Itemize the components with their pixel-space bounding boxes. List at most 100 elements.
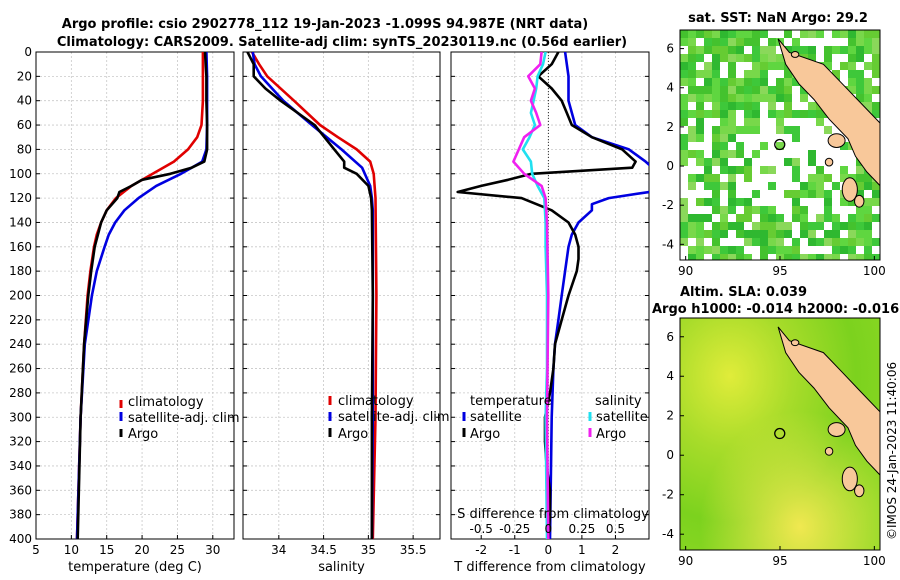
map-x-tick-label: 95 <box>772 554 787 568</box>
sst-cell <box>720 230 728 238</box>
sst-cell <box>856 238 864 246</box>
sst-cell <box>872 238 880 246</box>
sst-cell <box>752 38 760 46</box>
sst-cell <box>776 78 784 86</box>
sst-cell <box>688 222 696 230</box>
map-y-tick-label: -4 <box>662 527 674 541</box>
sst-cell <box>760 62 768 70</box>
sst-cell <box>744 238 752 246</box>
legend-label-climatology: climatology <box>128 395 204 410</box>
sst-cell <box>696 54 704 62</box>
sst-cell <box>848 70 856 78</box>
sst-cell <box>848 214 856 222</box>
sst-cell <box>752 222 760 230</box>
sst-cell <box>792 110 800 118</box>
sst-cell <box>768 62 776 70</box>
sst-cell <box>808 102 816 110</box>
sst-cell <box>768 182 776 190</box>
sst-cell <box>728 166 736 174</box>
sst-cell <box>720 110 728 118</box>
sst-cell <box>832 254 840 260</box>
y-tick-label: 140 <box>9 215 32 229</box>
x-axis-label: salinity <box>318 560 365 575</box>
sst-cell <box>824 206 832 214</box>
sst-cell <box>712 94 720 102</box>
sst-cell <box>680 238 688 246</box>
sst-cell <box>864 214 872 222</box>
sst-cell <box>752 86 760 94</box>
sst-cell <box>872 182 880 190</box>
sst-cell <box>768 94 776 102</box>
sst-cell <box>808 182 816 190</box>
sst-cell <box>848 78 856 86</box>
sst-cell <box>792 46 800 54</box>
sst-cell <box>680 214 688 222</box>
sst-cell <box>688 54 696 62</box>
sst-cell <box>680 62 688 70</box>
sst-cell <box>720 150 728 158</box>
sst-cell <box>688 254 696 260</box>
sst-cell <box>768 230 776 238</box>
sst-cell <box>696 230 704 238</box>
sst-cell <box>792 246 800 254</box>
sst-cell <box>712 254 720 260</box>
sst-cell <box>752 230 760 238</box>
sst-cell <box>728 38 736 46</box>
sst-cell <box>808 222 816 230</box>
y-tick-label: 320 <box>9 435 32 449</box>
sst-cell <box>688 46 696 54</box>
sst-cell <box>688 78 696 86</box>
sst-cell <box>776 222 784 230</box>
sst-cell <box>856 46 864 54</box>
sst-cell <box>808 158 816 166</box>
sst-cell <box>800 254 808 260</box>
sst-cell <box>816 190 824 198</box>
sst-cell <box>736 150 744 158</box>
island <box>854 194 865 208</box>
sst-cell <box>856 190 864 198</box>
sst-cell <box>720 142 728 150</box>
map-y-tick-label: 2 <box>666 120 674 134</box>
sst-cell <box>720 254 728 260</box>
series-group <box>246 52 378 539</box>
sst-cell <box>832 182 840 190</box>
sst-cell <box>760 254 768 260</box>
sst-cell <box>848 254 856 260</box>
y-tick-label: 260 <box>9 362 32 376</box>
island <box>827 422 846 437</box>
sst-cell <box>816 30 824 38</box>
sst-cell <box>872 110 880 118</box>
sst-cell <box>752 62 760 70</box>
sst-cell <box>800 182 808 190</box>
sst-cell <box>840 30 848 38</box>
sst-cell <box>856 70 864 78</box>
sst-cell <box>736 246 744 254</box>
x-tick-label: 10 <box>64 543 79 557</box>
sst-cell <box>768 206 776 214</box>
sst-cell <box>864 206 872 214</box>
sst-cell <box>680 198 688 206</box>
sst-cell <box>720 86 728 94</box>
sst-cell <box>776 62 784 70</box>
sst-cell <box>816 174 824 182</box>
series-line-argo <box>246 52 375 539</box>
sla-highlight <box>680 318 880 550</box>
sst-cell <box>744 30 752 38</box>
sst-cell <box>704 30 712 38</box>
argo-float-marker <box>774 427 786 440</box>
sst-cell <box>768 238 776 246</box>
grid <box>243 51 440 540</box>
y-tick-label: 60 <box>17 118 32 132</box>
sst-cell <box>720 126 728 134</box>
sst-cell <box>680 54 688 62</box>
sst-map: 90 95 100 6 4 2 0 -2 -4 <box>662 29 886 278</box>
sst-cell <box>680 78 688 86</box>
sst-cell <box>864 238 872 246</box>
sst-cell <box>712 230 720 238</box>
map-y-tick-label: 0 <box>666 159 674 173</box>
sst-cell <box>864 46 872 54</box>
sst-cell <box>760 206 768 214</box>
sst-cell <box>848 86 856 94</box>
sst-cell <box>864 174 872 182</box>
